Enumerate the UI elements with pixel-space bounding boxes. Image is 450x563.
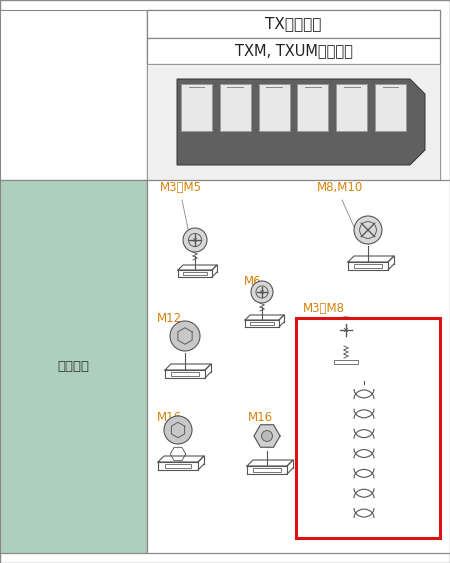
Text: M8,M10: M8,M10 bbox=[317, 181, 363, 194]
Text: TXM, TXUMシリーズ: TXM, TXUMシリーズ bbox=[234, 43, 352, 59]
Bar bbox=[296, 318, 440, 538]
Bar bbox=[259, 84, 290, 131]
Text: M6: M6 bbox=[244, 275, 261, 288]
Bar bbox=[0, 180, 147, 553]
Circle shape bbox=[183, 228, 207, 252]
Text: M16: M16 bbox=[157, 411, 182, 424]
Bar bbox=[253, 468, 281, 472]
Text: M3～M8: M3～M8 bbox=[303, 302, 345, 315]
Bar bbox=[297, 84, 328, 131]
Text: M3～M5: M3～M5 bbox=[160, 181, 202, 194]
Bar bbox=[147, 38, 440, 64]
Bar bbox=[147, 64, 440, 180]
Circle shape bbox=[164, 416, 192, 444]
Polygon shape bbox=[177, 79, 425, 165]
Bar bbox=[165, 464, 191, 468]
Text: TX組端子台: TX組端子台 bbox=[266, 16, 322, 32]
Circle shape bbox=[261, 431, 272, 441]
Bar bbox=[171, 372, 199, 376]
Bar bbox=[0, 10, 147, 180]
Bar bbox=[250, 322, 274, 325]
Text: M16: M16 bbox=[248, 411, 273, 424]
Bar bbox=[183, 272, 207, 275]
Bar bbox=[147, 10, 440, 180]
Bar bbox=[336, 84, 367, 131]
Circle shape bbox=[354, 216, 382, 244]
Text: 端子構造: 端子構造 bbox=[58, 360, 90, 373]
Bar bbox=[181, 84, 212, 131]
Text: M12: M12 bbox=[157, 312, 182, 325]
Bar bbox=[147, 180, 450, 553]
Bar bbox=[220, 84, 251, 131]
Bar bbox=[334, 360, 358, 364]
Circle shape bbox=[170, 321, 200, 351]
Bar bbox=[375, 84, 406, 131]
Circle shape bbox=[333, 317, 359, 343]
Bar bbox=[354, 264, 382, 268]
Circle shape bbox=[251, 281, 273, 303]
Polygon shape bbox=[254, 425, 280, 447]
Bar bbox=[147, 10, 440, 38]
